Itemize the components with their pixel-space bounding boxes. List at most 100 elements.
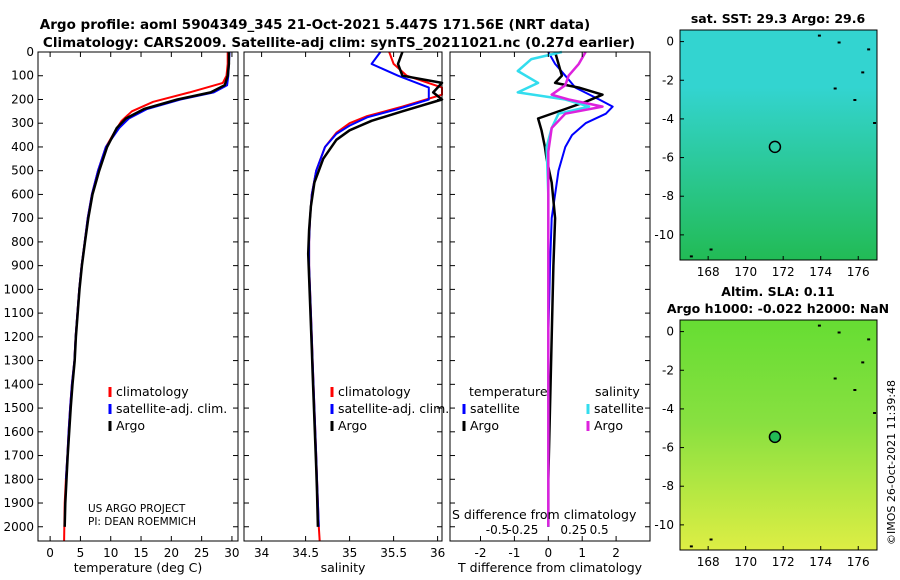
sla_map-island <box>853 389 857 391</box>
difference-legend-sal-satellite-label: satellite <box>594 401 644 416</box>
depth-tick-label: 1200 <box>3 330 34 344</box>
depth-tick-label: 1600 <box>3 425 34 439</box>
depth-tick-label: 1700 <box>3 449 34 463</box>
sst-map-title: sat. SST: 29.3 Argo: 29.6 <box>691 11 866 26</box>
sla_map-argo-marker <box>768 430 782 444</box>
sst_map-island <box>833 87 837 90</box>
difference-xtick-label: -1 <box>508 546 520 560</box>
salinity-xtick-label: 34 <box>254 546 269 560</box>
depth-tick-label: 1800 <box>3 472 34 486</box>
sst_map-island <box>689 255 693 258</box>
imos-watermark: ©IMOS 26-Oct-2021 11:39:48 <box>885 380 898 545</box>
depth-tick-label: 800 <box>11 235 34 249</box>
temp-xtick-label: 15 <box>133 546 148 560</box>
sst_map-island <box>837 41 841 44</box>
sal-legend-satellite-label: satellite-adj. clim. <box>338 401 449 416</box>
salinity-panel: 34 34.5 35 35.5 36 salinity climatology satelli… <box>243 51 449 575</box>
sst_map-xtick-label: 168 <box>697 265 720 279</box>
sst_map-island <box>853 99 857 101</box>
salinity-frame <box>243 51 443 542</box>
salinity-xtick-label: 36 <box>430 546 445 560</box>
sla-map-panel: 168 170 172 174 176 0 -2 -4 -6 -8 -10 Altim. SLA: 0… <box>654 284 889 569</box>
sal-legend-climatology-label: climatology <box>338 384 411 399</box>
temp-plot-area <box>38 52 238 541</box>
depth-tick-label: 0 <box>26 45 34 59</box>
depth-tick-label: 600 <box>11 187 34 201</box>
sst-map-panel: 168 170 172 174 176 0 -2 -4 -6 -8 -10 sat. SST: 29.… <box>654 11 878 279</box>
temp-xtick-label: 10 <box>103 546 118 560</box>
sla-map-title: Altim. SLA: 0.11 <box>721 284 834 299</box>
temp-series-argo <box>63 52 231 527</box>
sst_map-xtick-label: 172 <box>772 265 795 279</box>
salinity-xtick-label: 35 <box>342 546 357 560</box>
sla_map-island <box>833 377 837 380</box>
temp-xtick-label: 25 <box>194 546 209 560</box>
salinity-xlabel: salinity <box>321 560 366 575</box>
temp-xtick-label: 20 <box>164 546 179 560</box>
sla_map-island <box>689 545 693 548</box>
sla_map-island <box>873 412 877 414</box>
difference-legend-temp-argo-label: Argo <box>470 418 499 433</box>
sla_map-xtick-label: 174 <box>809 555 832 569</box>
difference-legend-sal-title: salinity <box>595 384 640 399</box>
difference-xtick-label: 0 <box>544 546 552 560</box>
difference-legend-temp-title: temperature <box>469 384 548 399</box>
sst_map-ytick-label: -10 <box>654 228 674 242</box>
temp-xtick-label: 0 <box>46 546 54 560</box>
difference-series-salinity-argo <box>547 51 604 527</box>
salinity-plot-area <box>244 52 442 541</box>
sst_map-field <box>680 30 877 260</box>
difference-series-temperature-argo <box>536 51 604 527</box>
salinity-xtick-label: 34.5 <box>292 546 319 560</box>
sst_map-ytick-label: -4 <box>662 112 674 126</box>
difference-sal-tick-label: 0.25 <box>560 523 587 537</box>
depth-tick-label: 1100 <box>3 306 34 320</box>
difference-legend-sal-argo-label: Argo <box>594 418 623 433</box>
sst_map-ytick-label: -8 <box>662 189 674 203</box>
sst_map-island <box>817 34 821 37</box>
depth-tick-label: 400 <box>11 140 34 154</box>
difference-xtick-label: -2 <box>475 546 487 560</box>
sst_map-xtick-label: 174 <box>809 265 832 279</box>
difference-sal-tick-label: -0.5 <box>486 523 509 537</box>
sst_map-island <box>861 71 865 74</box>
sst_map-ytick-label: -6 <box>662 151 674 165</box>
sla_map-ytick-label: -8 <box>662 479 674 493</box>
temp-xlabel: temperature (deg C) <box>74 560 203 575</box>
depth-tick-label: 2000 <box>3 520 34 534</box>
sla_map-xtick-label: 168 <box>697 555 720 569</box>
sla_map-frame <box>679 319 878 551</box>
difference-xlabel: T difference from climatology <box>457 560 643 575</box>
sla-map-subtitle: Argo h1000: -0.022 h2000: NaN <box>667 301 889 316</box>
difference-panel: -2 -1 0 1 2T difference from climatology -0.5… <box>449 50 651 575</box>
project-credit: US ARGO PROJECT <box>88 503 186 515</box>
temperature-panel: 0 5 10 15 20 25 300100200300400500600700800900… <box>3 45 239 575</box>
temp-legend-argo-label: Argo <box>116 418 145 433</box>
depth-tick-label: 1300 <box>3 354 34 368</box>
difference-sal-tick-label: -0.25 <box>507 523 538 537</box>
difference-xtick-label: 2 <box>612 546 620 560</box>
depth-tick-label: 900 <box>11 259 34 273</box>
depth-tick-label: 200 <box>11 92 34 106</box>
sla_map-island <box>867 338 871 341</box>
difference-legend-temp-satellite-label: satellite <box>470 401 520 416</box>
depth-tick-label: 1900 <box>3 496 34 510</box>
depth-tick-label: 1400 <box>3 377 34 391</box>
depth-tick-label: 700 <box>11 211 34 225</box>
difference-sal-tick-label: 0.5 <box>590 523 609 537</box>
sla_map-island <box>861 361 865 364</box>
sal-legend-argo-label: Argo <box>338 418 367 433</box>
depth-tick-label: 100 <box>11 69 34 83</box>
difference-top-label: S difference from climatology <box>452 507 637 522</box>
sst_map-island <box>873 122 877 124</box>
sst_map-island <box>709 248 713 251</box>
sla_map-island <box>837 331 841 334</box>
depth-tick-label: 300 <box>11 116 34 130</box>
temp-legend-climatology-label: climatology <box>116 384 189 399</box>
figure-title-line1: Argo profile: aoml 5904349_345 21-Oct-20… <box>40 17 590 33</box>
temp-xtick-label: 30 <box>224 546 239 560</box>
depth-tick-label: 500 <box>11 164 34 178</box>
depth-tick-label: 1500 <box>3 401 34 415</box>
depth-tick-label: 1000 <box>3 282 34 296</box>
